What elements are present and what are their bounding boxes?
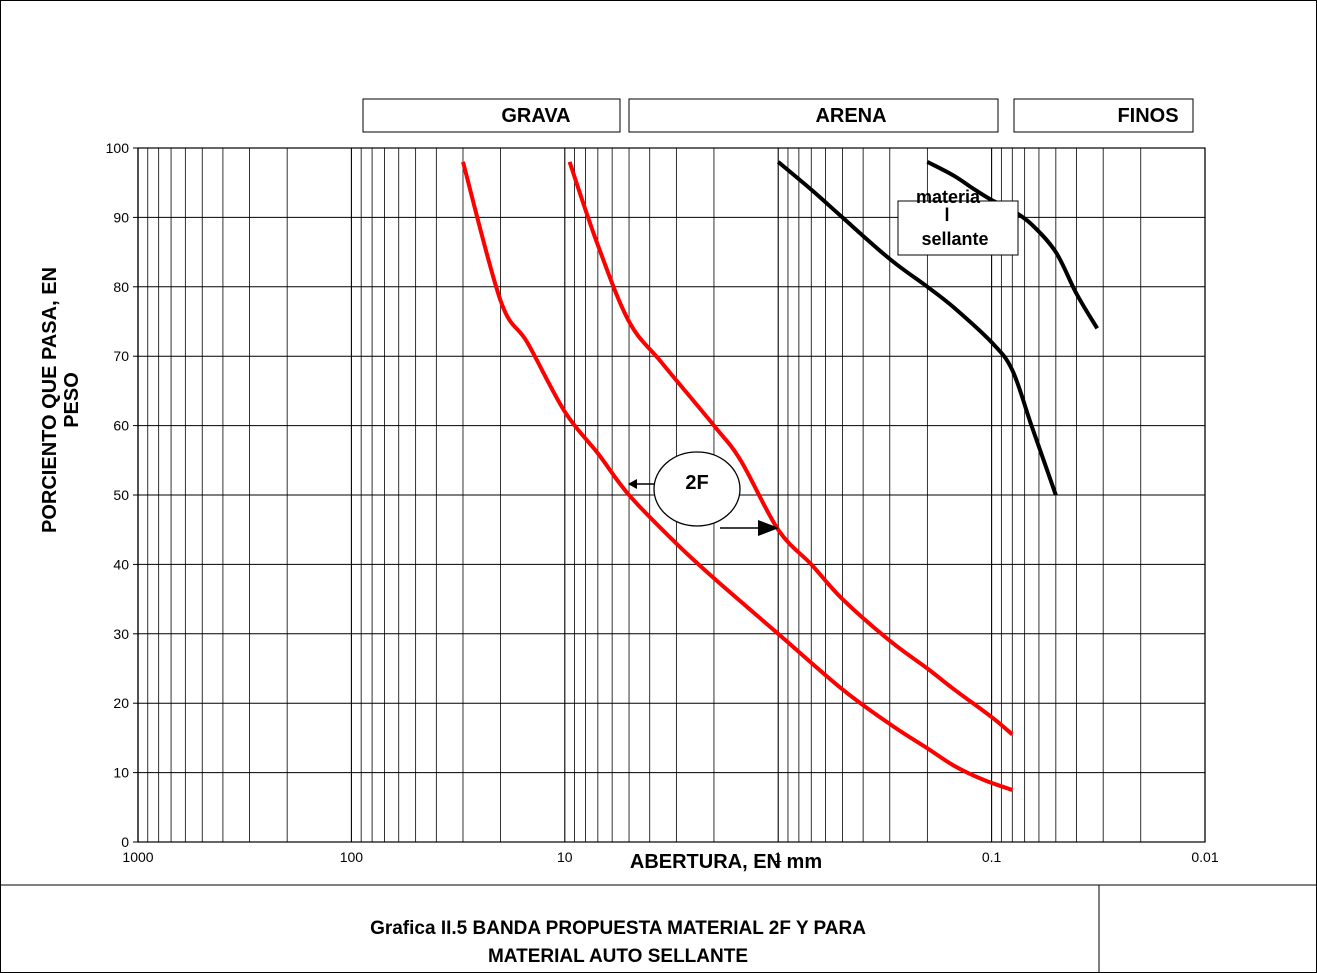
x-tick-label: 100 (340, 849, 364, 865)
series-line-sellante-2 (776, 160, 1058, 496)
y-tick-label: 0 (121, 834, 129, 850)
y-tick-label: 80 (113, 279, 129, 295)
series-line-2f-0 (461, 161, 1013, 792)
x-tick-labels: 1000 100 10 1 0.1 0.01 (122, 849, 1218, 865)
annotation-2f-label: 2F (685, 472, 708, 494)
annotation-sellante-line3: sellante (921, 229, 988, 249)
y-tick-label: 10 (113, 765, 129, 781)
annotation-2f-arrowhead-left (628, 479, 637, 489)
y-tick-label: 100 (106, 140, 130, 156)
y-tick-label: 50 (113, 487, 129, 503)
y-tick-label: 40 (113, 556, 129, 572)
band-arena: ARENA (628, 98, 999, 133)
y-tick-label: 70 (113, 348, 129, 364)
y-tick-label: 60 (113, 418, 129, 434)
y-axis-title-line1: PORCIENTO QUE PASA, EN (39, 267, 61, 533)
annotation-2f: 2F (628, 451, 779, 536)
band-grava-label: GRAVA (501, 105, 570, 127)
annotation-sellante: materia l sellante (897, 187, 1019, 256)
x-tick-label: 1000 (122, 849, 153, 865)
band-arena-label: ARENA (815, 105, 886, 127)
y-tick-labels: 0 10 20 30 40 50 60 70 80 90 100 (106, 140, 130, 850)
caption-line2: MATERIAL AUTO SELLANTE (488, 946, 748, 967)
band-finos: FINOS (1013, 98, 1194, 133)
annotation-sellante-box (897, 200, 1019, 256)
annotation-2f-ellipse (653, 451, 741, 527)
x-tick-label: 1 (774, 849, 782, 865)
annotation-sellante-line1: materia (916, 187, 981, 207)
annotation-sellante-line2: l (944, 205, 949, 225)
y-tick-label: 30 (113, 626, 129, 642)
x-tick-label: 0.01 (1191, 849, 1218, 865)
y-tick-label: 20 (113, 695, 129, 711)
band-finos-label: FINOS (1117, 105, 1178, 127)
band-grava: GRAVA (362, 98, 621, 133)
series-line-2f-1 (567, 161, 1014, 736)
y-tick-label: 90 (113, 209, 129, 225)
x-tick-label: 0.1 (982, 849, 1002, 865)
gridlines (133, 147, 1206, 843)
y-axis-title: PORCIENTO QUE PASA, EN PESO (39, 267, 83, 533)
series-lines (461, 160, 1099, 792)
y-axis-title-line2: PESO (61, 372, 83, 428)
x-tick-label: 10 (557, 849, 573, 865)
annotation-2f-arrowhead-right (758, 520, 779, 536)
plot-frame (137, 147, 1206, 843)
x-axis-title: ABERTURA, EN mm (630, 851, 822, 873)
caption-line1: Grafica II.5 BANDA PROPUESTA MATERIAL 2F… (370, 918, 866, 939)
plot-area: 1000 100 10 1 0.1 0.01 0 10 20 30 40 50 60 70 80 90 100 (106, 140, 1219, 865)
